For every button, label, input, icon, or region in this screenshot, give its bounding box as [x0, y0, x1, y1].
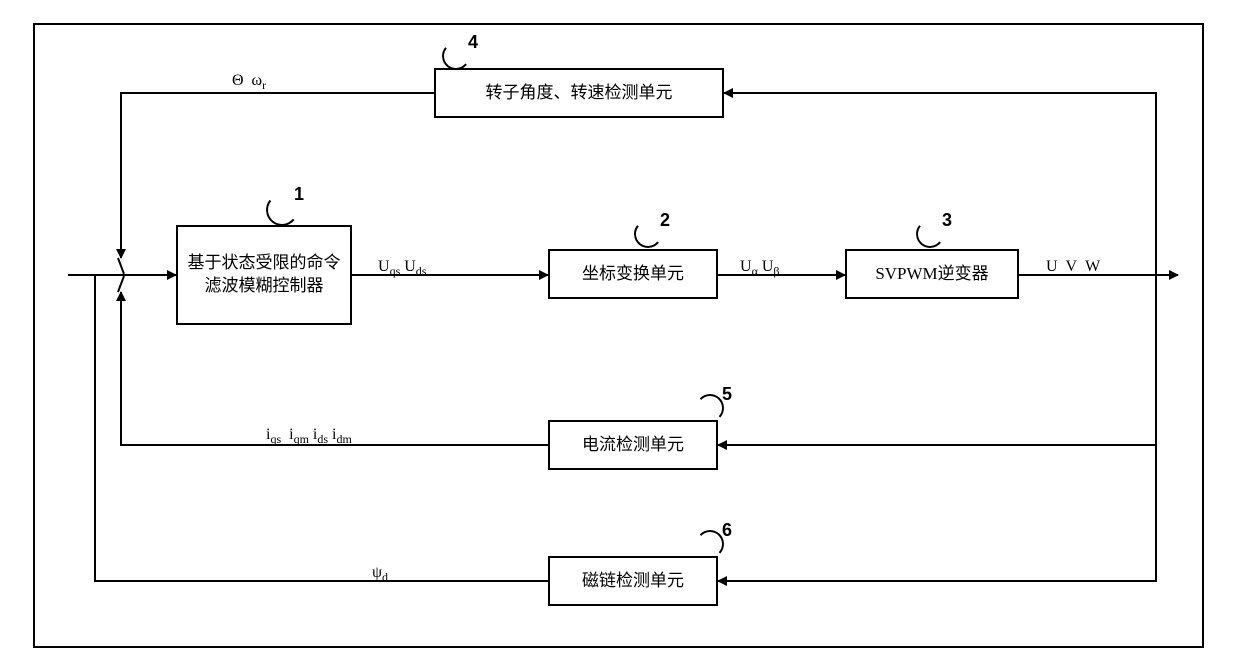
label-l_iqs: iqs iqm ids idm: [266, 426, 352, 447]
block-b5: 电流检测单元: [548, 420, 718, 470]
number-n5: 5: [722, 384, 732, 405]
number-n6: 6: [722, 520, 732, 541]
number-n2: 2: [660, 210, 670, 231]
number-n4: 4: [468, 32, 478, 53]
label-l_psid: ψd: [372, 564, 388, 585]
block-b6: 磁链检测单元: [548, 556, 718, 606]
block-b4: 转子角度、转速检测单元: [434, 68, 724, 118]
label-l_theta: Θ ωr: [232, 72, 266, 93]
label-l_uqs: Uqs Uds: [378, 258, 426, 279]
block-b2: 坐标变换单元: [548, 249, 718, 299]
label-l_uab: Uα Uβ: [740, 258, 780, 279]
label-l_uvw: U V W: [1046, 258, 1100, 276]
block-b3: SVPWM逆变器: [845, 249, 1019, 299]
number-n3: 3: [942, 210, 952, 231]
block-b1: 基于状态受限的命令滤波模糊控制器: [176, 225, 352, 325]
